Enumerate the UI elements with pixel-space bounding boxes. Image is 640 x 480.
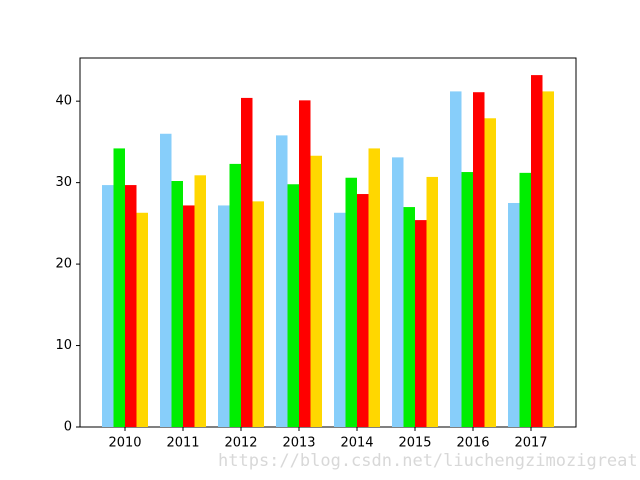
bar (276, 135, 288, 428)
bar (450, 91, 462, 428)
bar (531, 75, 543, 427)
bar (519, 172, 531, 427)
bar (357, 194, 369, 427)
bar (310, 155, 322, 427)
x-tick-label: 2017 (514, 436, 547, 451)
bar (334, 212, 346, 427)
bar (183, 205, 195, 427)
bar (426, 176, 438, 427)
y-tick-label: 10 (55, 338, 72, 353)
bar (345, 177, 357, 427)
bar (102, 185, 114, 427)
bar (125, 185, 137, 427)
bar (368, 148, 380, 427)
bar (287, 184, 299, 427)
bar (392, 157, 404, 427)
y-tick-label: 20 (55, 257, 72, 272)
bar (252, 201, 264, 427)
x-tick-label: 2016 (456, 436, 489, 451)
bar (542, 91, 554, 428)
bar (113, 148, 125, 427)
bar (461, 172, 473, 427)
bar (473, 92, 485, 428)
bar (171, 181, 183, 427)
bar (403, 207, 415, 427)
watermark: https://blog.csdn.net/liuchengzimozigrea… (218, 451, 638, 471)
y-tick-label: 40 (55, 94, 72, 109)
bar (484, 118, 496, 428)
x-tick-label: 2010 (108, 436, 141, 451)
x-tick-label: 2011 (166, 436, 199, 451)
bar (241, 97, 253, 427)
x-tick-label: 2014 (340, 436, 373, 451)
bar (415, 220, 427, 427)
y-tick-label: 0 (64, 420, 72, 435)
bar (160, 133, 172, 427)
x-tick-label: 2013 (282, 436, 315, 451)
plot-frame (79, 57, 577, 428)
bar (218, 205, 230, 427)
bar (229, 163, 241, 427)
bar (136, 212, 148, 427)
bar (508, 202, 520, 427)
y-tick-label: 30 (55, 175, 72, 190)
x-tick-label: 2015 (398, 436, 431, 451)
x-tick-label: 2012 (224, 436, 257, 451)
bar (299, 100, 311, 428)
bar (194, 175, 206, 427)
